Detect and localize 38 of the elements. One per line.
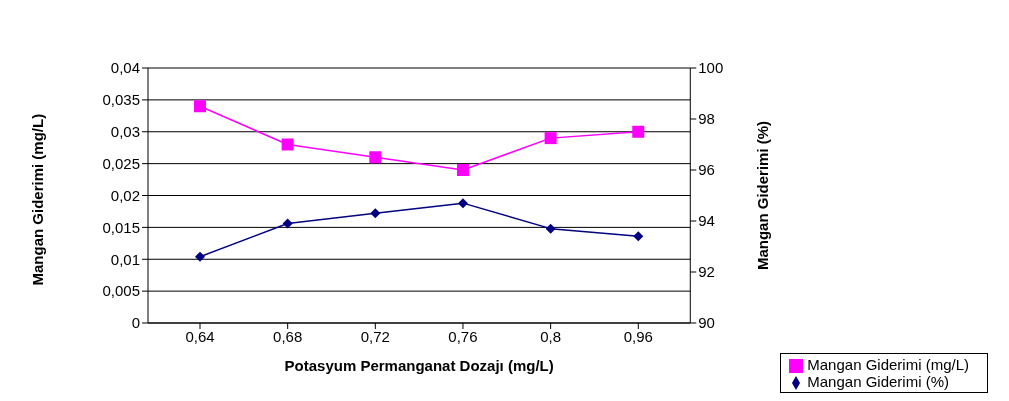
legend-label: Mangan Giderimi (mg/L) (807, 355, 969, 373)
y-tick-label: 0,005 (102, 282, 140, 300)
x-tick-label: 0,8 (540, 327, 562, 345)
legend-label: Mangan Giderimi (%) (807, 372, 949, 390)
point (282, 218, 293, 229)
y2-tick-label: 98 (698, 110, 715, 128)
y2-tick-label: 100 (698, 59, 724, 77)
point (457, 198, 468, 209)
point (632, 125, 645, 138)
y-tick-label: 0,04 (110, 59, 140, 77)
point (194, 100, 206, 113)
y-tick-label: 0,015 (102, 218, 140, 236)
x-tick-label: 0,64 (185, 327, 215, 345)
y-tick-label: 0,03 (110, 123, 140, 141)
point (545, 223, 556, 234)
y-tick-label: 0,02 (110, 186, 140, 204)
x-axis-title: Potasyum Permanganat Dozajı (mg/L) (284, 357, 554, 374)
x-tick-label: 0,72 (360, 327, 390, 345)
x-tick-label: 0,68 (273, 327, 303, 345)
point (281, 138, 294, 151)
y2-tick-label: 96 (698, 161, 715, 179)
y-axis-title: Mangan Giderimi (mg/L) (29, 113, 47, 286)
y2-tick-label: 94 (698, 212, 715, 230)
x-tick-label: 0,76 (448, 327, 478, 345)
y2-axis-title: Mangan Giderimi (%) (754, 120, 772, 271)
y-tick-label: 0,025 (102, 154, 140, 172)
point (195, 251, 205, 262)
y2-tick-label: 90 (698, 314, 715, 332)
point (370, 208, 381, 219)
point (544, 132, 557, 145)
y-tick-label: 0,01 (110, 250, 140, 268)
y2-tick-label: 92 (698, 263, 715, 281)
x-tick-label: 0,96 (623, 327, 653, 345)
point (369, 151, 382, 164)
point (456, 164, 469, 176)
y-tick-label: 0 (131, 314, 140, 332)
point (633, 231, 644, 242)
y-tick-label: 0,035 (102, 91, 140, 109)
